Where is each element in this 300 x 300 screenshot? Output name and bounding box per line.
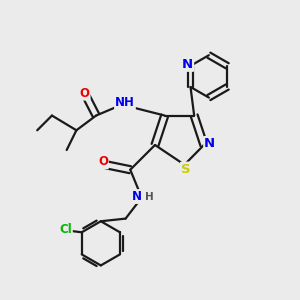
Text: N: N (132, 190, 142, 203)
Text: NH: NH (115, 96, 135, 110)
Text: O: O (98, 155, 108, 168)
Text: Cl: Cl (59, 223, 72, 236)
Text: O: O (80, 87, 90, 100)
Text: N: N (182, 58, 193, 71)
Text: N: N (204, 137, 215, 150)
Text: S: S (181, 163, 191, 176)
Text: H: H (145, 192, 154, 202)
